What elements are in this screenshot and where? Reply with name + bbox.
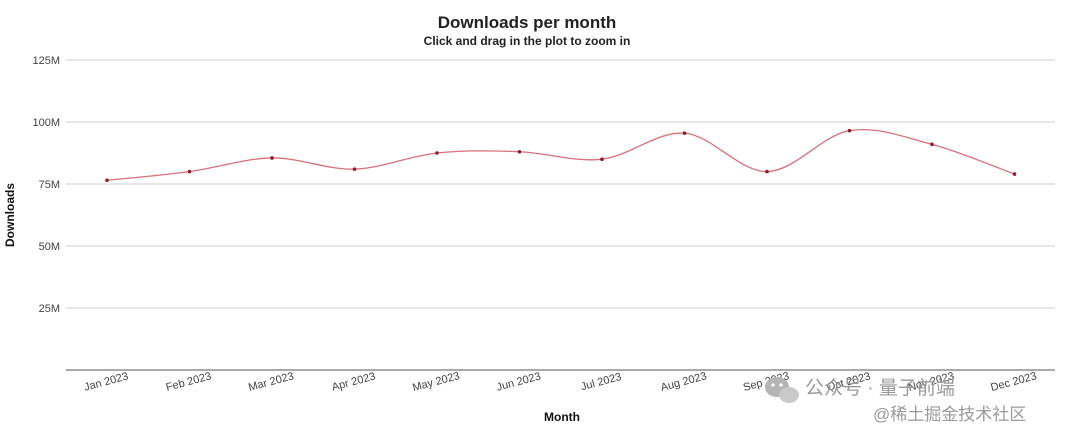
- y-tick-label: 125M: [32, 55, 60, 67]
- chart-title: Downloads per month: [438, 13, 617, 32]
- watermark-text: 公众号 · 量子前端: [805, 377, 955, 399]
- x-axis-label: Month: [544, 410, 580, 424]
- watermark: 公众号 · 量子前端 @稀土掘金技术社区: [765, 377, 1026, 424]
- y-axis-ticks: 25M 50M 75M 100M 125M: [32, 55, 60, 315]
- x-tick-label: Aug 2023: [659, 370, 708, 394]
- data-point[interactable]: [435, 151, 439, 155]
- chart-subtitle: Click and drag in the plot to zoom in: [424, 34, 631, 48]
- series-downloads: [105, 128, 1017, 183]
- x-tick-label: Feb 2023: [165, 370, 213, 394]
- x-tick-label: May 2023: [411, 370, 461, 394]
- data-point[interactable]: [105, 178, 109, 183]
- data-point[interactable]: [682, 131, 687, 135]
- data-point[interactable]: [765, 169, 769, 174]
- y-tick-label: 75M: [39, 179, 60, 191]
- x-tick-label: Jun 2023: [495, 370, 542, 393]
- data-point[interactable]: [847, 128, 852, 133]
- y-axis-label: Downloads: [3, 183, 17, 247]
- series-line: [106, 129, 1015, 181]
- wechat-icon: [765, 377, 799, 403]
- y-tick-label: 25M: [39, 303, 60, 315]
- x-tick-label: Jul 2023: [580, 371, 623, 393]
- data-point[interactable]: [1012, 172, 1017, 176]
- y-tick-label: 50M: [39, 241, 60, 253]
- x-tick-label: Dec 2023: [989, 370, 1038, 394]
- x-tick-label: Apr 2023: [331, 371, 377, 394]
- data-point[interactable]: [600, 157, 604, 161]
- x-tick-label: Mar 2023: [247, 370, 295, 394]
- data-point[interactable]: [517, 149, 522, 154]
- y-tick-label: 100M: [32, 117, 60, 129]
- gridlines: [66, 59, 1055, 309]
- watermark-subtext: @稀土掘金技术社区: [873, 405, 1026, 424]
- data-point[interactable]: [352, 167, 357, 171]
- x-tick-label: Jan 2023: [83, 370, 130, 393]
- data-point[interactable]: [270, 156, 274, 160]
- data-point[interactable]: [187, 169, 192, 174]
- data-point[interactable]: [930, 142, 934, 147]
